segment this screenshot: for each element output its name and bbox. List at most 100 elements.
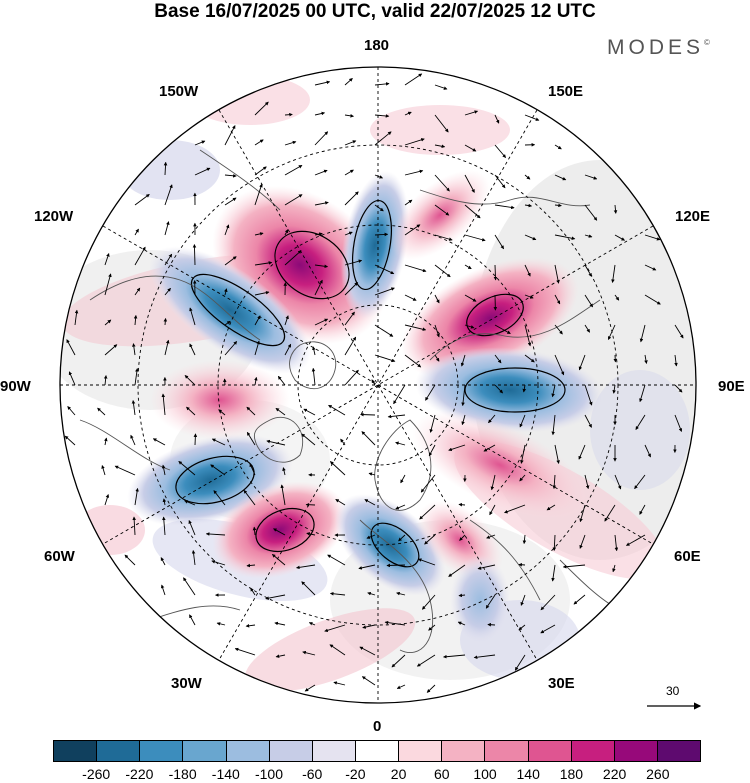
wind-arrow <box>485 594 496 609</box>
wind-arrow <box>400 474 406 484</box>
wind-arrow <box>189 343 196 356</box>
wind-arrow <box>554 174 567 181</box>
wind-arrow <box>458 502 466 507</box>
wind-arrow <box>540 624 556 634</box>
wind-arrow <box>274 621 286 626</box>
wind-arrow <box>66 339 76 356</box>
wind-arrow <box>216 622 226 626</box>
wind-arrow <box>464 234 486 242</box>
wind-arrow <box>551 414 556 436</box>
wind-arrow <box>524 264 531 277</box>
wind-arrow <box>344 231 353 236</box>
wind-arrow <box>420 474 436 493</box>
wind-arrow <box>284 315 289 326</box>
colorbar-segment <box>269 741 313 761</box>
wind-arrow <box>374 324 394 337</box>
wind-arrow <box>374 354 396 363</box>
wind-arrow <box>434 114 449 133</box>
wind-arrow <box>473 654 496 660</box>
wind-arrow <box>186 406 196 416</box>
wind-arrow <box>584 294 593 308</box>
wind-arrow <box>358 564 376 570</box>
wind-arrow <box>160 584 166 596</box>
wind-arrow <box>344 282 359 296</box>
wind-arrow <box>131 400 136 416</box>
contour-lines <box>175 199 566 568</box>
wind-arrow <box>584 174 598 180</box>
lon-label-90e: 90E <box>718 378 745 395</box>
wind-arrow <box>448 444 466 452</box>
wind-arrow <box>314 201 329 206</box>
wind-arrow <box>518 562 526 567</box>
wind-arrow <box>194 140 206 146</box>
wind-arrow <box>674 414 683 432</box>
wind-arrow <box>254 315 261 326</box>
wind-arrow <box>271 554 286 566</box>
wind-scale-label: 30 <box>666 684 680 698</box>
colorbar-segment <box>399 741 443 761</box>
wind-arrow <box>344 191 359 206</box>
map-boundary <box>59 66 697 704</box>
wind-arrow <box>344 114 354 118</box>
colorbar-segment <box>355 741 400 761</box>
wind-arrow <box>101 465 106 476</box>
wind-arrow <box>134 246 146 266</box>
wind-arrow <box>554 294 561 305</box>
wind-arrow <box>134 487 139 506</box>
wind-arrow <box>483 444 496 452</box>
wind-arrow <box>344 336 357 356</box>
wind-arrow <box>494 204 515 210</box>
wind-arrow <box>552 534 557 551</box>
wind-arrow <box>314 169 328 176</box>
colorbar-tick-label: 100 <box>473 766 497 782</box>
wind-arrow <box>178 461 196 476</box>
wind-arrow <box>519 414 526 428</box>
wind-arrow <box>280 484 286 506</box>
wind-arrow <box>124 554 136 566</box>
lon-label-60w: 60W <box>44 548 75 565</box>
wind-arrow <box>614 234 626 241</box>
wind-arrow <box>254 183 263 206</box>
wind-arrow <box>133 314 138 326</box>
wind-arrow <box>234 647 256 656</box>
wind-arrow <box>254 340 260 356</box>
wind-arrow <box>64 435 76 446</box>
wind-arrow <box>163 161 168 176</box>
wind-arrow <box>308 622 316 626</box>
wind-arrow <box>493 264 498 281</box>
wind-arrow <box>312 346 316 356</box>
colorbar-tick-label: -140 <box>211 766 240 782</box>
wind-arrow <box>301 433 316 446</box>
wind-arrow <box>192 244 197 266</box>
wind-arrow <box>524 114 540 121</box>
wind-arrow <box>490 474 496 491</box>
wind-arrow <box>584 204 598 221</box>
wind-arrow <box>579 534 586 549</box>
wind-arrow <box>284 343 292 356</box>
wind-arrow <box>161 393 166 416</box>
wind-arrow <box>246 431 256 446</box>
wind-arrow <box>644 234 661 241</box>
wind-arrow <box>104 253 110 266</box>
wind-arrow <box>314 111 326 116</box>
lon-label-60e: 60E <box>674 548 701 565</box>
wind-vector-field <box>64 73 684 693</box>
wind-arrow <box>275 407 286 416</box>
wind-arrow <box>164 287 171 296</box>
colorbar <box>53 740 701 762</box>
wind-arrow <box>68 371 76 386</box>
wind-arrow <box>245 624 256 628</box>
wind-arrow <box>434 264 451 278</box>
wind-arrow <box>314 80 331 86</box>
wind-arrow <box>314 232 323 236</box>
wind-arrow <box>486 534 496 539</box>
colorbar-tick-label: 60 <box>434 766 450 782</box>
wind-arrow <box>218 409 226 416</box>
wind-arrow <box>374 204 384 212</box>
wind-arrow <box>314 279 323 296</box>
lon-label-30e: 30E <box>548 675 575 692</box>
wind-arrow <box>612 384 616 394</box>
wind-arrow <box>224 288 228 296</box>
wind-arrow <box>494 324 511 334</box>
colorbar-tick-label: 140 <box>516 766 540 782</box>
